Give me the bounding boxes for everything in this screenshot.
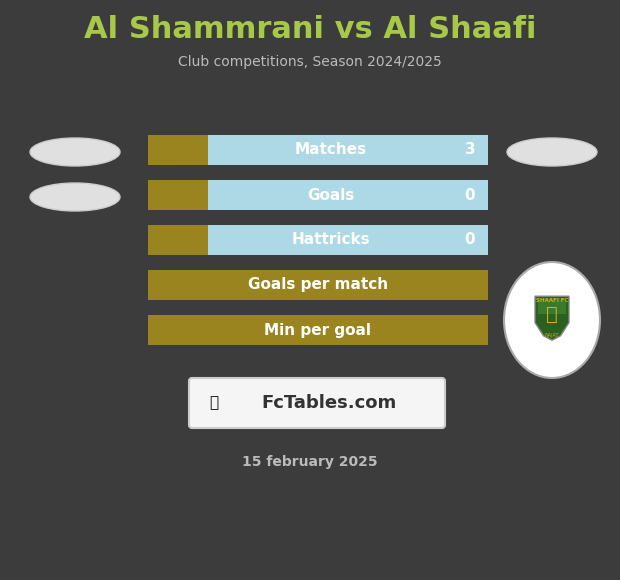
Text: Club competitions, Season 2024/2025: Club competitions, Season 2024/2025 xyxy=(178,55,442,69)
Text: Goals: Goals xyxy=(307,187,354,202)
Ellipse shape xyxy=(504,262,600,378)
FancyBboxPatch shape xyxy=(208,135,488,165)
Text: Matches: Matches xyxy=(294,143,366,158)
Text: SHAAFI FC: SHAAFI FC xyxy=(536,298,569,303)
FancyBboxPatch shape xyxy=(208,225,488,255)
FancyBboxPatch shape xyxy=(148,135,488,165)
FancyBboxPatch shape xyxy=(208,180,488,210)
Text: Al Shammrani vs Al Shaafi: Al Shammrani vs Al Shaafi xyxy=(84,16,536,45)
PathPatch shape xyxy=(538,298,566,314)
Ellipse shape xyxy=(507,138,597,166)
Text: 📊: 📊 xyxy=(210,396,219,411)
Text: Hattricks: Hattricks xyxy=(291,233,370,248)
Text: Goals per match: Goals per match xyxy=(248,277,388,292)
FancyBboxPatch shape xyxy=(189,378,445,428)
FancyBboxPatch shape xyxy=(148,180,488,210)
Ellipse shape xyxy=(30,183,120,211)
FancyBboxPatch shape xyxy=(148,315,488,345)
Text: 3: 3 xyxy=(464,143,476,158)
Text: 🦅: 🦅 xyxy=(546,304,558,324)
FancyBboxPatch shape xyxy=(148,225,488,255)
Ellipse shape xyxy=(30,138,120,166)
Text: 0: 0 xyxy=(464,233,476,248)
PathPatch shape xyxy=(535,296,569,340)
Text: 0: 0 xyxy=(464,187,476,202)
Text: FcTables.com: FcTables.com xyxy=(262,394,397,412)
Text: Min per goal: Min per goal xyxy=(265,322,371,338)
Text: 15 february 2025: 15 february 2025 xyxy=(242,455,378,469)
FancyBboxPatch shape xyxy=(148,270,488,300)
Text: NAJAT: NAJAT xyxy=(545,334,559,339)
